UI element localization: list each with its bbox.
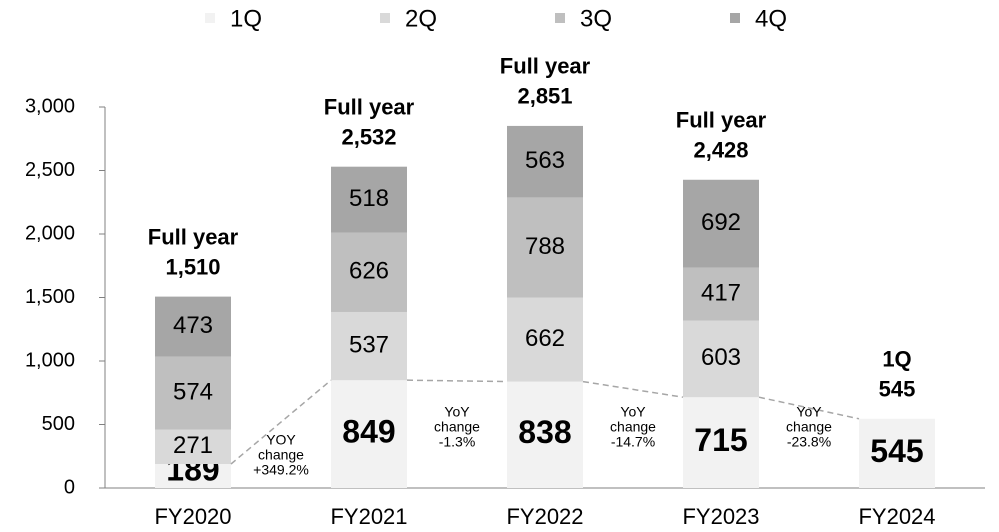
bar-segment [507,297,583,382]
total-label: 2,532 [341,125,396,150]
x-tick-label: FY2024 [858,504,935,529]
bar-segment [331,232,407,312]
yoy-label: -23.8% [787,434,831,450]
total-title: 1Q [882,347,911,372]
value-label: 603 [701,344,741,371]
x-tick-label: FY2020 [154,504,231,529]
legend-swatch [555,13,565,23]
total-label: 2,428 [693,138,748,163]
legend-swatch [730,13,740,23]
y-tick-label: 2,000 [25,222,75,244]
total-title: Full year [148,224,239,249]
yoy-label: +349.2% [253,462,309,478]
total-title: Full year [500,54,591,79]
connector [758,396,860,420]
legend-label: 3Q [580,5,612,32]
y-tick-label: 500 [42,413,75,435]
bar-segment [859,418,935,488]
bar-segment [331,166,407,233]
value-label: 788 [525,233,565,260]
bar-segment [683,397,759,488]
value-label: 563 [525,147,565,174]
connector [230,379,332,465]
bar-segment [683,320,759,398]
yoy-label: YOY [266,432,296,448]
legend-swatch [380,13,390,23]
value-label: 715 [694,422,747,458]
legend-swatch [205,13,215,23]
total-title: Full year [676,108,767,133]
yoy-label: YoY [796,404,822,420]
bar-segment [507,197,583,298]
y-tick-label: 3,000 [25,95,75,117]
connector [406,379,508,383]
x-tick-label: FY2023 [682,504,759,529]
value-label: 537 [349,331,389,358]
y-tick-label: 1,000 [25,349,75,371]
value-label: 849 [342,414,395,450]
yoy-label: change [434,419,480,435]
yoy-label: YoY [620,404,646,420]
yoy-label: -14.7% [611,434,655,450]
bar-segment [331,311,407,381]
legend-label: 1Q [230,5,262,32]
yoy-label: change [610,419,656,435]
bar-segment [155,463,231,488]
bar-segment [507,381,583,488]
value-label: 518 [349,185,389,212]
bar-segment [507,125,583,198]
bar-segment [155,296,231,357]
value-label: 626 [349,258,389,285]
value-label: 473 [173,312,213,339]
bar-segment [155,356,231,430]
x-tick-label: FY2021 [330,504,407,529]
value-label: 574 [173,378,213,405]
y-tick-label: 0 [64,476,75,498]
value-label: 545 [870,433,923,469]
legend-label: 2Q [405,5,437,32]
bar-segment [683,179,759,268]
y-tick-label: 2,500 [25,159,75,181]
value-label: 417 [701,279,741,306]
bar-segment [155,429,231,464]
x-tick-label: FY2022 [506,504,583,529]
bar-segment [331,380,407,488]
yoy-label: change [786,419,832,435]
yoy-label: -1.3% [439,434,476,450]
yoy-label: change [258,447,304,463]
y-tick-label: 1,500 [25,286,75,308]
value-label: 838 [518,414,571,450]
total-label: 545 [879,377,916,402]
value-label: 662 [525,325,565,352]
total-label: 1,510 [165,254,220,279]
yoy-label: YoY [444,404,470,420]
total-label: 2,851 [517,84,572,109]
legend-label: 4Q [755,5,787,32]
bar-segment [683,267,759,321]
value-label: 271 [173,432,213,459]
value-label: 692 [701,209,741,236]
total-title: Full year [324,95,415,120]
connector [582,380,684,398]
